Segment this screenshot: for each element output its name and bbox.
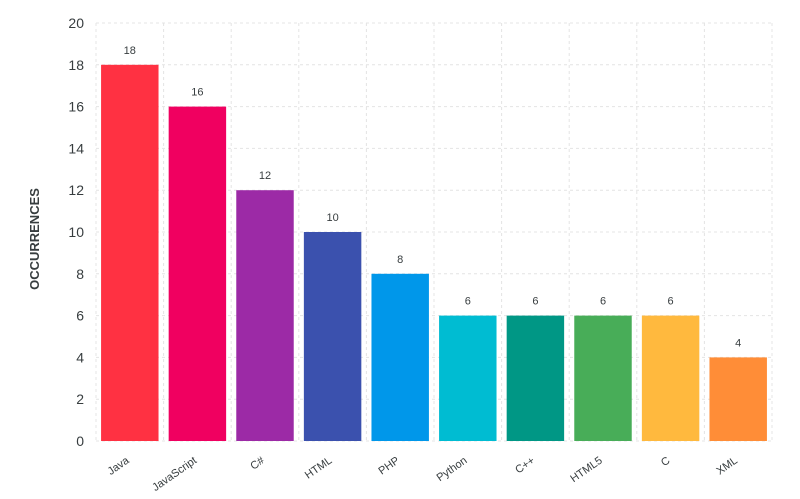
y-tick-label: 16	[68, 99, 84, 115]
x-tick-label: C	[659, 455, 672, 469]
data-label: 16	[191, 87, 203, 99]
data-label: 12	[259, 170, 271, 182]
x-tick-label: XML	[715, 455, 740, 478]
y-tick-label: 4	[76, 349, 84, 365]
y-tick-label: 10	[68, 224, 84, 240]
y-tick-label: 18	[68, 57, 84, 73]
bar-python	[439, 315, 497, 441]
data-label: 18	[124, 45, 136, 57]
y-tick-label: 20	[68, 15, 84, 31]
x-axis-ticks: Java JavaScript C# HTML PHP Python C++ HTML5 C XM…	[106, 454, 740, 494]
x-tick-label: PHP	[377, 455, 402, 478]
data-label: 6	[532, 296, 538, 308]
bar-c-	[506, 315, 565, 441]
bars	[101, 64, 767, 442]
data-labels: 18 16 12 10 8 6 6 6 6 4	[124, 45, 742, 350]
bar-xml	[709, 357, 767, 441]
bar-php	[371, 273, 429, 441]
bar-c-	[236, 190, 294, 441]
x-tick-label: Java	[106, 454, 133, 478]
y-tick-label: 8	[76, 266, 84, 282]
y-tick-label: 14	[68, 140, 84, 156]
data-label: 6	[668, 296, 674, 308]
bar-java	[101, 64, 159, 442]
data-label: 8	[397, 254, 403, 266]
x-tick-label: C#	[248, 454, 267, 472]
bar-javascript	[168, 106, 227, 441]
data-label: 6	[465, 296, 471, 308]
y-tick-label: 12	[68, 182, 84, 198]
data-label: 4	[735, 337, 741, 349]
x-tick-label: JavaScript	[150, 455, 199, 494]
grid-lines	[95, 22, 773, 442]
data-label: 10	[326, 212, 338, 224]
x-tick-label: C++	[513, 455, 537, 477]
y-tick-label: 0	[76, 433, 84, 449]
data-label: 6	[600, 296, 606, 308]
x-tick-label: HTML	[303, 455, 334, 482]
y-tick-label: 2	[76, 391, 84, 407]
x-tick-label: Python	[435, 455, 470, 484]
y-axis-ticks: 0 2 4 6 8 10 12 14 16 18 20	[68, 15, 84, 449]
bar-c	[641, 315, 700, 441]
y-axis-title: OCCURRENCES	[27, 188, 42, 290]
bar-html5	[574, 315, 632, 441]
bar-html	[303, 232, 362, 441]
y-tick-label: 6	[76, 308, 84, 324]
x-tick-label: HTML5	[568, 455, 604, 486]
